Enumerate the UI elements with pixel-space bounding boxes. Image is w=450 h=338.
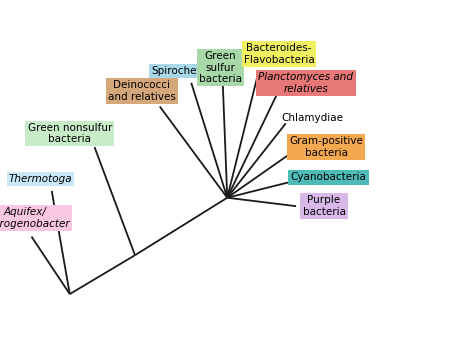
Text: Cyanobacteria: Cyanobacteria [291,172,366,183]
Text: Planctomyces and
relatives: Planctomyces and relatives [258,72,354,94]
Text: Deinococci
and relatives: Deinococci and relatives [108,80,176,102]
Text: Chlamydiae: Chlamydiae [282,113,344,123]
Text: Aquifex/
Hydrogenobacter: Aquifex/ Hydrogenobacter [0,207,70,229]
Text: Green
sulfur
bacteria: Green sulfur bacteria [199,51,242,84]
Text: Gram-positive
bacteria: Gram-positive bacteria [289,136,363,158]
Text: Spirochetes: Spirochetes [152,66,213,76]
Text: Purple
bacteria: Purple bacteria [302,195,346,217]
Text: Bacteroides-
Flavobacteria: Bacteroides- Flavobacteria [243,43,315,65]
Text: Thermotoga: Thermotoga [9,174,72,184]
Text: Green nonsulfur
bacteria: Green nonsulfur bacteria [27,123,112,144]
